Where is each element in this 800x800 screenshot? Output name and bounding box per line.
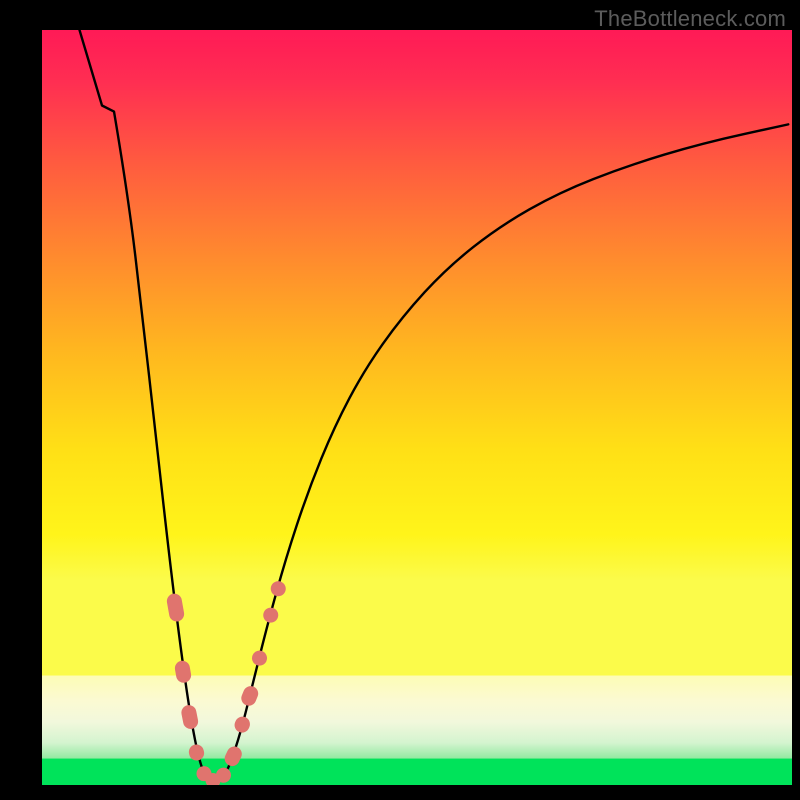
bottleneck-curve-chart xyxy=(42,30,792,785)
gradient-background xyxy=(42,30,792,785)
plot-area xyxy=(42,30,792,785)
watermark-text: TheBottleneck.com xyxy=(594,6,786,32)
